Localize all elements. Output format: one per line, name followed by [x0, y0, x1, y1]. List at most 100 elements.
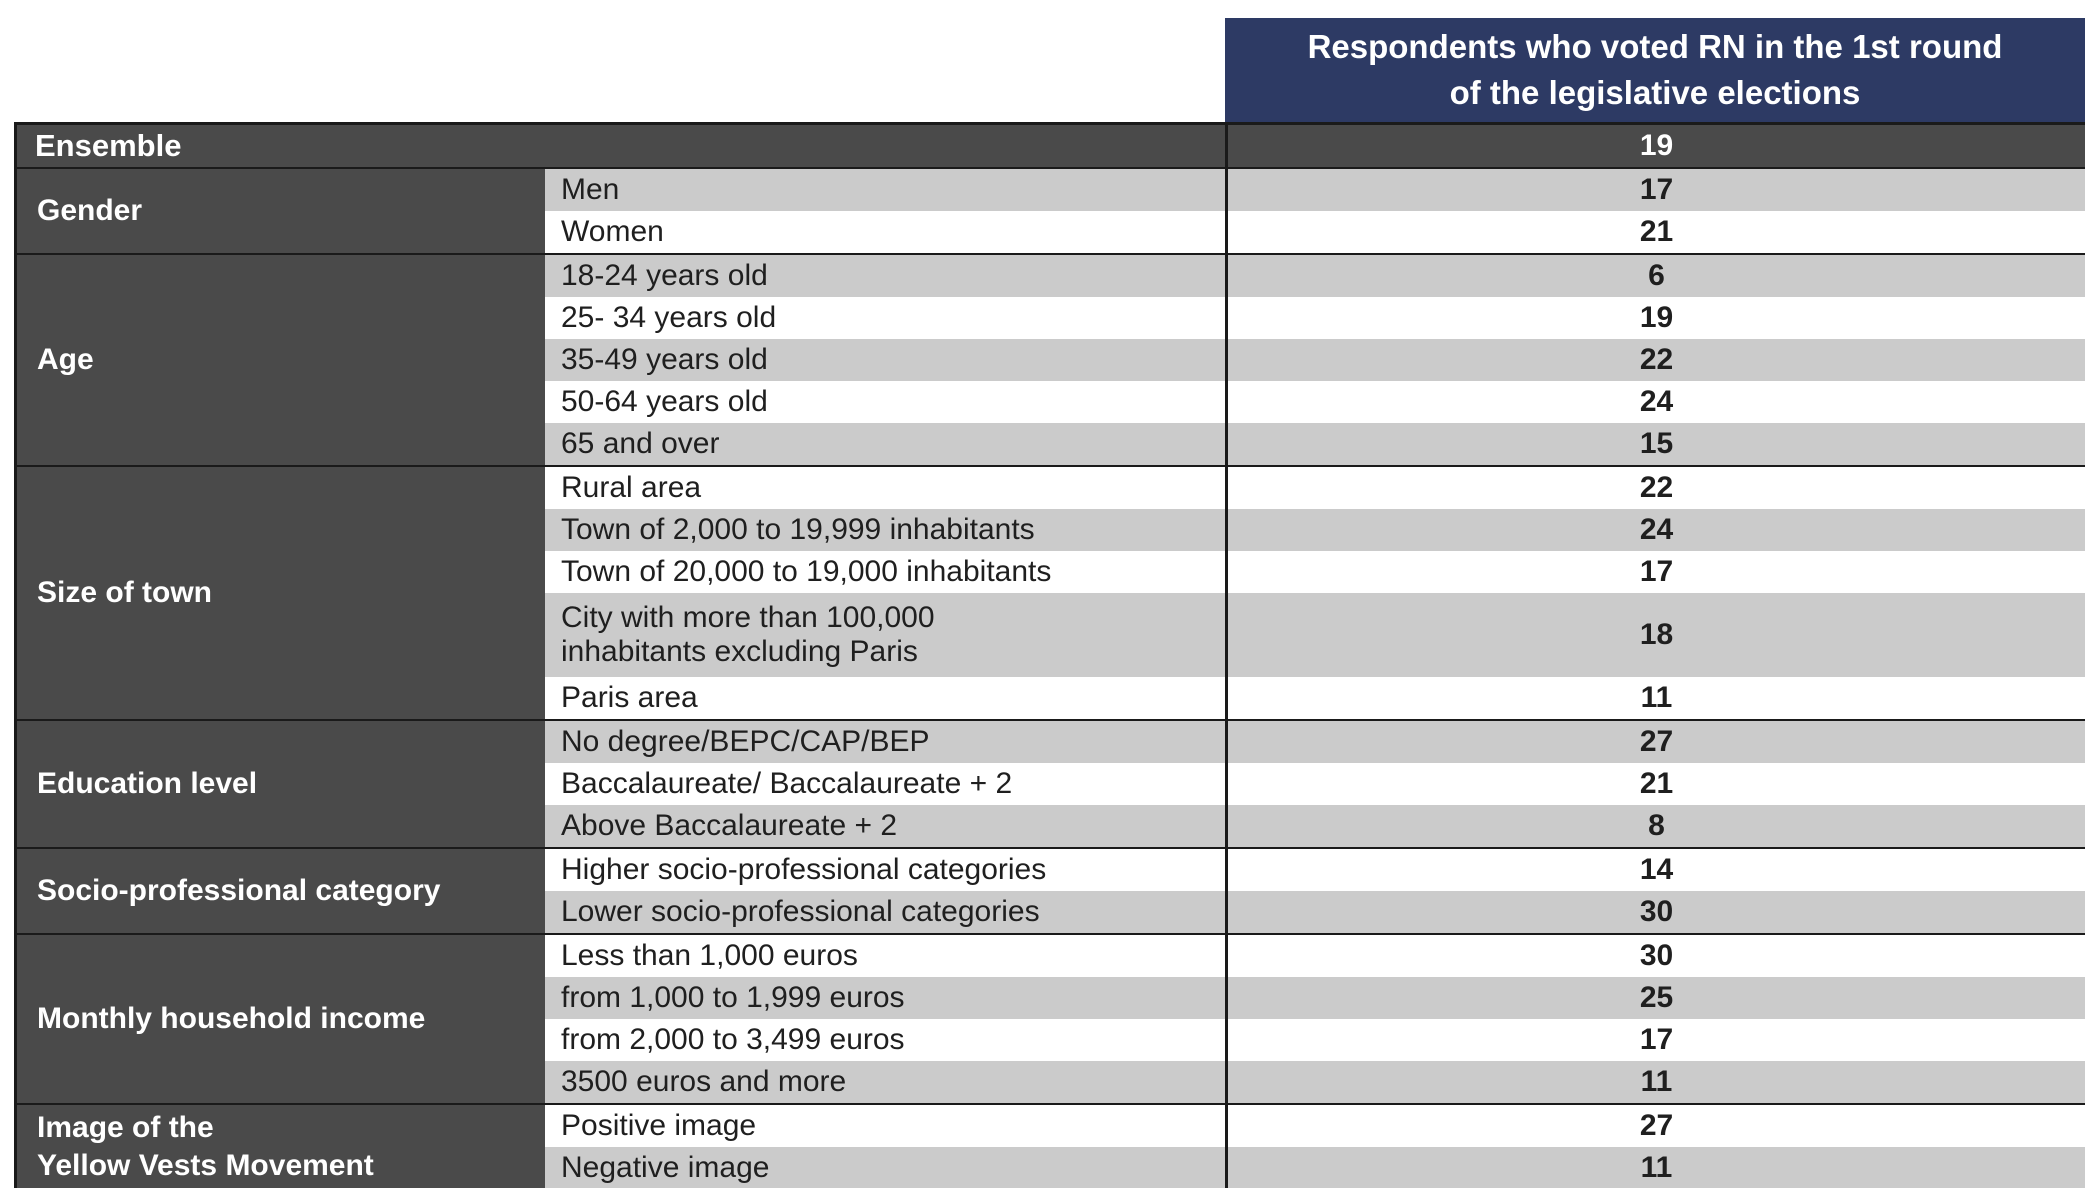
- table-row: Paris area 11: [545, 677, 2085, 719]
- row-label: 3500 euros and more: [561, 1064, 847, 1098]
- table-row: Positive image 27: [545, 1105, 2085, 1147]
- group-rows: 18-24 years old 6 25- 34 years old 19 35-49 …: [545, 255, 2085, 465]
- table-row: 35-49 years old 22: [545, 339, 2085, 381]
- table-row: 65 and over 15: [545, 423, 2085, 465]
- row-label: from 1,000 to 1,999 euros: [561, 980, 905, 1014]
- category-label: Monthly household income: [17, 935, 545, 1103]
- header-spacer: [14, 18, 1225, 122]
- row-value: 17: [1225, 551, 2085, 593]
- group-rows: Less than 1,000 euros 30 from 1,000 to 1,9…: [545, 935, 2085, 1103]
- row-label: 50-64 years old: [561, 384, 768, 418]
- row-label: 18-24 years old: [561, 258, 768, 292]
- row-value: 30: [1225, 891, 2085, 933]
- group-rows: No degree/BEPC/CAP/BEP 27 Baccalaureate/ B…: [545, 721, 2085, 847]
- row-label: Town of 2,000 to 19,999 inhabitants: [561, 512, 1035, 546]
- category-label: Gender: [17, 169, 545, 253]
- row-label: 25- 34 years old: [561, 300, 777, 334]
- row-label: Women: [561, 214, 664, 248]
- category-label: Socio-professional category: [17, 849, 545, 933]
- category-group: Age 18-24 years old 6 25- 34 years old 19 35-…: [17, 253, 2085, 465]
- row-label: from 2,000 to 3,499 euros: [561, 1022, 905, 1056]
- row-label: Paris area: [561, 680, 698, 714]
- category-group: Monthly household income Less than 1,000 …: [17, 933, 2085, 1103]
- ensemble-row: Ensemble 19: [17, 125, 2085, 169]
- row-label: 65 and over: [561, 426, 720, 460]
- table-row: Baccalaureate/ Baccalaureate + 2 21: [545, 763, 2085, 805]
- group-rows: Men 17 Women 21: [545, 169, 2085, 253]
- category-label: Age: [17, 255, 545, 465]
- row-label: No degree/BEPC/CAP/BEP: [561, 724, 930, 758]
- table-row: Rural area 22: [545, 467, 2085, 509]
- row-value: 8: [1225, 805, 2085, 847]
- group-rows: Rural area 22 Town of 2,000 to 19,999 inha…: [545, 467, 2085, 719]
- table-row: No degree/BEPC/CAP/BEP 27: [545, 721, 2085, 763]
- row-value: 27: [1225, 721, 2085, 763]
- row-label: Baccalaureate/ Baccalaureate + 2: [561, 766, 1013, 800]
- row-value: 22: [1225, 467, 2085, 509]
- row-label: Town of 20,000 to 19,000 inhabitants: [561, 554, 1052, 588]
- ensemble-value: 19: [1225, 125, 2085, 167]
- category-groups: Gender Men 17 Women 21 Age 18-24 years old 6 25-…: [17, 169, 2085, 1188]
- row-label: Above Baccalaureate + 2: [561, 808, 898, 842]
- row-value: 21: [1225, 211, 2085, 253]
- row-value: 15: [1225, 423, 2085, 465]
- row-value: 22: [1225, 339, 2085, 381]
- table-header-row: Respondents who voted RN in the 1st roun…: [14, 18, 2085, 122]
- table-row: Town of 2,000 to 19,999 inhabitants 24: [545, 509, 2085, 551]
- group-rows: Higher socio-professional categories 14 Lo…: [545, 849, 2085, 933]
- value-column-header: Respondents who voted RN in the 1st roun…: [1225, 18, 2085, 122]
- rn-vote-table: Respondents who voted RN in the 1st roun…: [14, 18, 2085, 1188]
- row-label: Less than 1,000 euros: [561, 938, 858, 972]
- table-row: from 1,000 to 1,999 euros 25: [545, 977, 2085, 1019]
- table-row: 50-64 years old 24: [545, 381, 2085, 423]
- category-group: Gender Men 17 Women 21: [17, 169, 2085, 253]
- table-row: Men 17: [545, 169, 2085, 211]
- row-label: Men: [561, 172, 620, 206]
- table-body: Ensemble 19 Gender Men 17 Women 21 Age 18-24 y…: [14, 122, 2085, 1188]
- row-label: Rural area: [561, 470, 702, 504]
- row-value: 11: [1225, 677, 2085, 719]
- category-label: Image of the Yellow Vests Movement: [17, 1105, 545, 1188]
- table-row: Above Baccalaureate + 2 8: [545, 805, 2085, 847]
- table-row: from 2,000 to 3,499 euros 17: [545, 1019, 2085, 1061]
- table-row: 18-24 years old 6: [545, 255, 2085, 297]
- row-value: 21: [1225, 763, 2085, 805]
- category-label: Education level: [17, 721, 545, 847]
- row-value: 14: [1225, 849, 2085, 891]
- row-label: City with more than 100,000 inhabitants …: [561, 600, 935, 669]
- category-label: Size of town: [17, 467, 545, 719]
- table-row: Negative image 11: [545, 1147, 2085, 1188]
- ensemble-label: Ensemble: [35, 128, 182, 163]
- row-value: 17: [1225, 1019, 2085, 1061]
- table-row: Lower socio-professional categories 30: [545, 891, 2085, 933]
- row-value: 24: [1225, 381, 2085, 423]
- row-value: 19: [1225, 297, 2085, 339]
- category-group: Socio-professional category Higher socio-…: [17, 847, 2085, 933]
- table-row: Less than 1,000 euros 30: [545, 935, 2085, 977]
- table-row: Higher socio-professional categories 14: [545, 849, 2085, 891]
- row-value: 25: [1225, 977, 2085, 1019]
- group-rows: Positive image 27 Negative image 11: [545, 1105, 2085, 1188]
- row-label: Negative image: [561, 1150, 770, 1184]
- row-label: Higher socio-professional categories: [561, 852, 1047, 886]
- row-value: 11: [1225, 1061, 2085, 1103]
- table-row: Women 21: [545, 211, 2085, 253]
- table-row: Town of 20,000 to 19,000 inhabitants 17: [545, 551, 2085, 593]
- category-group: Education level No degree/BEPC/CAP/BEP 27 B…: [17, 719, 2085, 847]
- row-value: 24: [1225, 509, 2085, 551]
- table-row: 25- 34 years old 19: [545, 297, 2085, 339]
- table-row: City with more than 100,000 inhabitants …: [545, 593, 2085, 677]
- row-value: 6: [1225, 255, 2085, 297]
- row-value: 17: [1225, 169, 2085, 211]
- row-label: Positive image: [561, 1108, 757, 1142]
- row-value: 30: [1225, 935, 2085, 977]
- row-value: 18: [1225, 593, 2085, 677]
- category-group: Image of the Yellow Vests Movement Positi…: [17, 1103, 2085, 1188]
- row-value: 11: [1225, 1147, 2085, 1188]
- table-row: 3500 euros and more 11: [545, 1061, 2085, 1103]
- row-label: Lower socio-professional categories: [561, 894, 1040, 928]
- row-value: 27: [1225, 1105, 2085, 1147]
- row-label: 35-49 years old: [561, 342, 768, 376]
- category-group: Size of town Rural area 22 Town of 2,000 to…: [17, 465, 2085, 719]
